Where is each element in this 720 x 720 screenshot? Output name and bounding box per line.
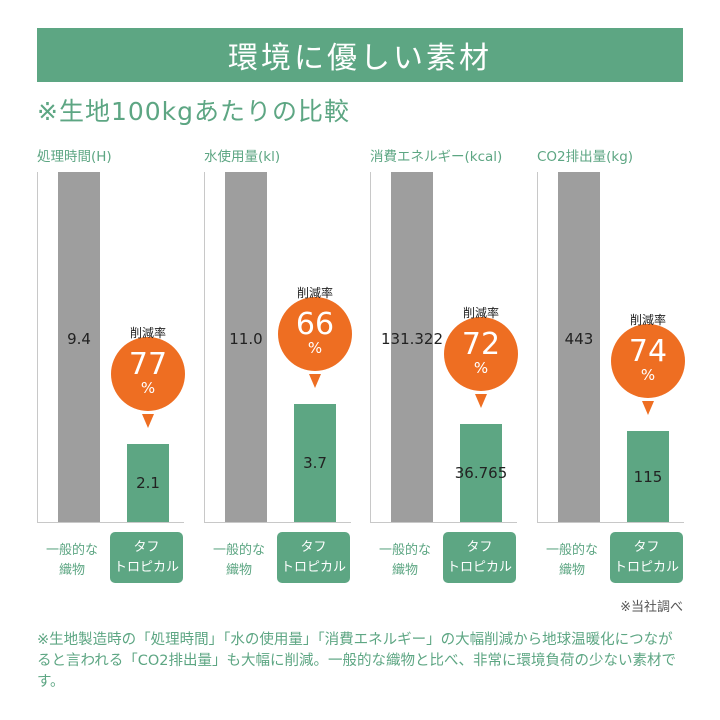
footnote: ※生地製造時の「処理時間」「水の使用量」「消費エネルギー」の大幅削減から地球温暖… xyxy=(37,632,677,690)
category-tough-tropical: タフ トロピカル xyxy=(610,532,683,583)
reduction-bubble: 74% xyxy=(611,324,685,399)
reduction-bubble: 66% xyxy=(278,297,352,372)
percent-sign: % xyxy=(307,339,323,358)
chart-panel: 処理時間(H) 9.4 2.1 77% 削減率 一般的な 織物 タフ トロピカル xyxy=(37,145,187,590)
category-conventional: 一般的な 織物 xyxy=(378,543,431,578)
bar-tough-tropical xyxy=(627,431,669,522)
bubble-tail xyxy=(475,394,487,408)
header-banner: 環境に優しい素材 xyxy=(37,28,683,82)
bubble-tail xyxy=(309,374,321,389)
reduction-bubble: 77% xyxy=(111,336,185,411)
reduction-label: 削減率 xyxy=(629,313,667,328)
value-label-conventional: 443 xyxy=(564,330,594,348)
category-conventional: 一般的な 織物 xyxy=(45,543,98,578)
reduction-label: 削減率 xyxy=(129,325,167,340)
value-label-conventional: 9.4 xyxy=(67,330,91,348)
bar-conventional xyxy=(225,172,267,522)
reduction-value: 72 xyxy=(461,327,501,362)
value-label-conventional: 11.0 xyxy=(229,330,263,348)
bar-tough-tropical xyxy=(460,424,502,522)
bar-conventional xyxy=(391,172,433,522)
category-conventional: 一般的な 織物 xyxy=(545,543,598,578)
reduction-label: 削減率 xyxy=(296,286,334,301)
chart-axis: 9.4 2.1 77% 削減率 xyxy=(37,172,185,523)
chart-panel: 消費エネルギー(kcal) 131.322 36.765 72% 削減率 一般的な 織物 タフ… xyxy=(370,145,520,590)
value-label-tough-tropical: 36.765 xyxy=(454,464,508,482)
chart-axis: 131.322 36.765 72% 削減率 xyxy=(370,172,518,523)
chart-title: 水使用量(kl) xyxy=(204,149,281,165)
category-tough-tropical: タフ トロピカル xyxy=(110,532,183,583)
chart-title: 処理時間(H) xyxy=(37,149,112,165)
reduction-value: 66 xyxy=(295,307,335,343)
value-label-tough-tropical: 115 xyxy=(633,467,663,486)
chart-axis: 443 115 74% 削減率 xyxy=(537,172,685,523)
category-conventional: 一般的な 織物 xyxy=(212,543,265,578)
chart-title: 消費エネルギー(kcal) xyxy=(370,149,503,165)
value-label-tough-tropical: 3.7 xyxy=(303,454,327,473)
category-tough-tropical: タフ トロピカル xyxy=(443,532,516,583)
percent-sign: % xyxy=(140,378,156,397)
reduction-value: 74 xyxy=(628,334,668,370)
chart-title: CO2排出量(kg) xyxy=(537,149,634,165)
reduction-bubble: 72% xyxy=(444,317,518,391)
bubble-tail xyxy=(642,401,654,416)
bar-tough-tropical xyxy=(127,443,169,522)
header-title: 環境に優しい素材 xyxy=(228,41,492,76)
percent-sign: % xyxy=(640,366,656,385)
subtitle: ※生地100kgあたりの比較 xyxy=(37,97,351,126)
value-label-conventional: 131.322 xyxy=(380,330,444,348)
reduction-value: 77 xyxy=(128,346,168,382)
chart-panel: 水使用量(kl) 11.0 3.7 66% 削減率 一般的な 織物 タフ トロピカル xyxy=(204,145,354,590)
chart-panel: CO2排出量(kg) 443 115 74% 削減率 一般的な 織物 タフ トロピカル xyxy=(537,145,687,590)
value-label-tough-tropical: 2.1 xyxy=(136,473,160,492)
chart-axis: 11.0 3.7 66% 削減率 xyxy=(204,172,352,523)
reduction-label: 削減率 xyxy=(462,306,500,320)
percent-sign: % xyxy=(473,359,489,377)
bar-conventional xyxy=(58,172,100,522)
bar-tough-tropical xyxy=(294,404,336,522)
source-note: ※当社調べ xyxy=(620,600,683,615)
bubble-tail xyxy=(142,413,154,428)
bar-conventional xyxy=(558,172,600,522)
category-tough-tropical: タフ トロピカル xyxy=(277,532,350,583)
